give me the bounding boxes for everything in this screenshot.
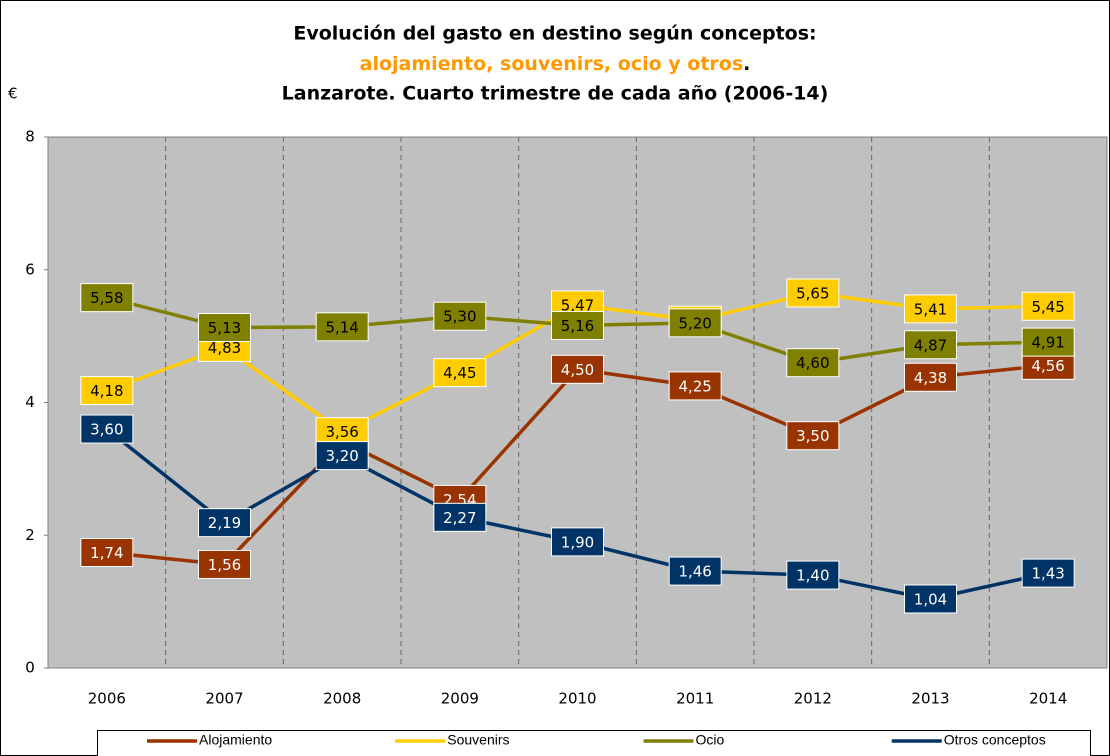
value-label: 3,60 bbox=[90, 421, 123, 439]
value-label-box bbox=[1021, 327, 1075, 357]
value-label: 4,60 bbox=[796, 354, 829, 372]
value-label: 4,25 bbox=[678, 377, 711, 395]
value-label-box bbox=[786, 348, 840, 378]
value-label: 5,58 bbox=[90, 289, 123, 307]
x-tick-label: 2011 bbox=[676, 690, 714, 708]
x-tick-label: 2013 bbox=[911, 690, 949, 708]
value-label-box bbox=[668, 308, 722, 338]
value-label-box bbox=[198, 312, 251, 342]
x-tick-label: 2007 bbox=[205, 690, 243, 708]
value-label-box bbox=[80, 376, 134, 406]
value-label-box bbox=[433, 301, 487, 331]
value-label-box bbox=[668, 556, 722, 586]
y-tick-label: 0 bbox=[25, 659, 35, 677]
value-label-box bbox=[80, 283, 134, 313]
value-label-box bbox=[904, 584, 957, 614]
x-tick-label: 2006 bbox=[88, 690, 126, 708]
chart-subtitle: alojamiento, souvenirs, ocio y otros. bbox=[360, 53, 751, 75]
value-label: 4,91 bbox=[1031, 334, 1064, 352]
value-label-box bbox=[551, 527, 604, 557]
value-label: 2,27 bbox=[443, 509, 476, 527]
y-tick-label: 2 bbox=[25, 526, 35, 544]
value-label: 1,90 bbox=[561, 533, 594, 551]
value-label: 4,87 bbox=[914, 336, 947, 354]
x-tick-label: 2009 bbox=[441, 690, 479, 708]
value-label-box bbox=[198, 549, 251, 579]
value-label-box bbox=[80, 414, 134, 444]
x-tick-label: 2010 bbox=[558, 690, 596, 708]
value-label: 5,41 bbox=[914, 300, 947, 318]
value-label: 4,56 bbox=[1031, 357, 1064, 375]
plot-area bbox=[47, 136, 1108, 669]
y-tick-label: 6 bbox=[25, 260, 35, 278]
value-label-box bbox=[80, 538, 134, 568]
value-label-box bbox=[433, 358, 487, 388]
x-tick-label: 2008 bbox=[323, 690, 361, 708]
value-label-box bbox=[786, 278, 840, 308]
chart-title: Evolución del gasto en destino según con… bbox=[293, 23, 816, 45]
value-label: 5,20 bbox=[678, 314, 711, 332]
value-label-box bbox=[551, 311, 604, 341]
value-label-box bbox=[904, 294, 957, 324]
value-label: 5,14 bbox=[325, 318, 358, 336]
value-label: 5,45 bbox=[1031, 298, 1064, 316]
value-label: 4,45 bbox=[443, 364, 476, 382]
value-label: 5,47 bbox=[561, 296, 594, 314]
value-label: 1,74 bbox=[90, 544, 123, 562]
value-label: 2,19 bbox=[208, 514, 241, 532]
value-label-box bbox=[315, 417, 369, 447]
value-label: 5,65 bbox=[796, 284, 829, 302]
y-axis-label: € bbox=[8, 85, 18, 103]
chart-subtitle-2: Lanzarote. Cuarto trimestre de cada año … bbox=[282, 83, 829, 105]
value-label-box bbox=[315, 441, 369, 471]
value-label-box bbox=[668, 371, 722, 401]
x-tick-label: 2014 bbox=[1029, 690, 1067, 708]
legend-box bbox=[97, 730, 1091, 756]
value-label-box bbox=[433, 502, 487, 532]
legend-label: Alojamiento bbox=[199, 732, 272, 748]
value-label-box bbox=[786, 560, 840, 590]
legend-label: Souvenirs bbox=[447, 732, 509, 748]
value-label: 5,13 bbox=[208, 319, 241, 337]
value-label: 5,16 bbox=[561, 317, 594, 335]
value-label: 4,18 bbox=[90, 382, 123, 400]
value-label: 1,04 bbox=[914, 590, 947, 608]
value-label-box bbox=[551, 354, 604, 384]
value-label: 1,43 bbox=[1031, 565, 1064, 583]
y-tick-label: 8 bbox=[25, 128, 35, 146]
value-label-box bbox=[904, 362, 957, 392]
legend-label: Otros conceptos bbox=[944, 732, 1046, 748]
value-label-box bbox=[1021, 291, 1075, 321]
value-label: 1,56 bbox=[208, 556, 241, 574]
value-label-box bbox=[904, 330, 957, 360]
value-label: 3,20 bbox=[325, 447, 358, 465]
value-label: 3,50 bbox=[796, 427, 829, 445]
value-label-box bbox=[315, 312, 369, 342]
value-label: 1,40 bbox=[796, 567, 829, 585]
value-label: 3,56 bbox=[325, 423, 358, 441]
value-label: 4,83 bbox=[208, 339, 241, 357]
y-tick-label: 4 bbox=[25, 393, 35, 411]
value-label: 5,30 bbox=[443, 308, 476, 326]
value-label-box bbox=[1021, 558, 1075, 588]
x-tick-label: 2012 bbox=[794, 690, 832, 708]
value-label-box bbox=[198, 508, 251, 538]
value-label-box bbox=[786, 421, 840, 451]
value-label: 4,50 bbox=[561, 361, 594, 379]
legend-label: Ocio bbox=[696, 732, 725, 748]
value-label: 1,46 bbox=[678, 563, 711, 581]
value-label: 4,38 bbox=[914, 369, 947, 387]
